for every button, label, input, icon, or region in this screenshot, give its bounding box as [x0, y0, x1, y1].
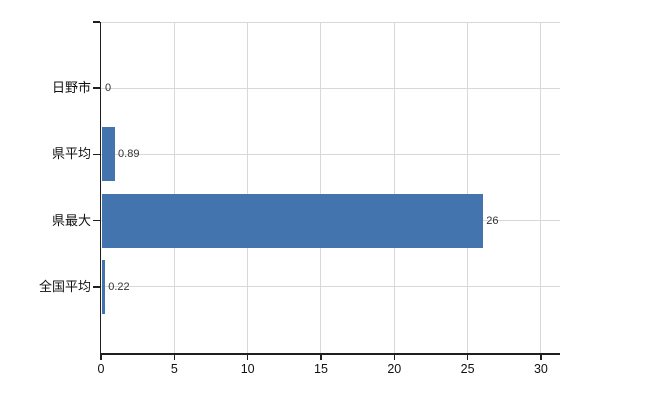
x-tick-label: 20	[387, 362, 402, 376]
x-tick-label: 5	[170, 362, 178, 376]
x-axis-tick	[393, 353, 396, 360]
bar	[102, 127, 116, 182]
bar	[102, 193, 484, 248]
gridline-horizontal	[101, 21, 560, 23]
gridline-vertical	[467, 22, 469, 353]
gridline-vertical	[247, 22, 249, 353]
y-axis-tick	[93, 21, 100, 23]
x-axis-tick	[540, 353, 542, 360]
value-label: 0.22	[108, 280, 130, 293]
gridline-horizontal	[101, 87, 560, 89]
x-tick-label: 10	[240, 362, 255, 376]
category-label: 日野市	[51, 80, 91, 96]
value-label: 26	[486, 214, 499, 227]
gridline-horizontal	[101, 286, 560, 288]
category-label: 県最大	[51, 212, 91, 228]
value-label: 0	[105, 82, 112, 95]
category-label: 全国平均	[38, 278, 91, 294]
x-tick-label: 15	[314, 362, 328, 376]
x-axis-tick	[466, 353, 469, 360]
gridline-vertical	[320, 22, 322, 353]
x-tick-label: 30	[533, 362, 548, 376]
gridline-vertical	[393, 22, 395, 353]
x-axis-line	[99, 353, 560, 355]
y-axis-tick	[93, 87, 100, 89]
y-axis-tick	[93, 286, 100, 288]
bar	[102, 259, 106, 314]
x-axis-tick	[173, 353, 176, 360]
y-axis-line	[99, 22, 101, 353]
x-tick-label: 0	[97, 362, 105, 376]
gridline-vertical	[540, 22, 542, 353]
x-axis-tick	[246, 353, 249, 360]
gridline-horizontal	[101, 153, 560, 155]
x-tick-label: 25	[460, 362, 475, 376]
value-label: 0.89	[118, 148, 140, 161]
y-axis-tick	[93, 153, 100, 156]
gridline-vertical	[173, 22, 175, 353]
x-axis-tick	[100, 353, 102, 360]
category-label: 県平均	[51, 146, 91, 162]
y-axis-tick	[93, 219, 100, 222]
x-axis-tick	[320, 353, 322, 360]
